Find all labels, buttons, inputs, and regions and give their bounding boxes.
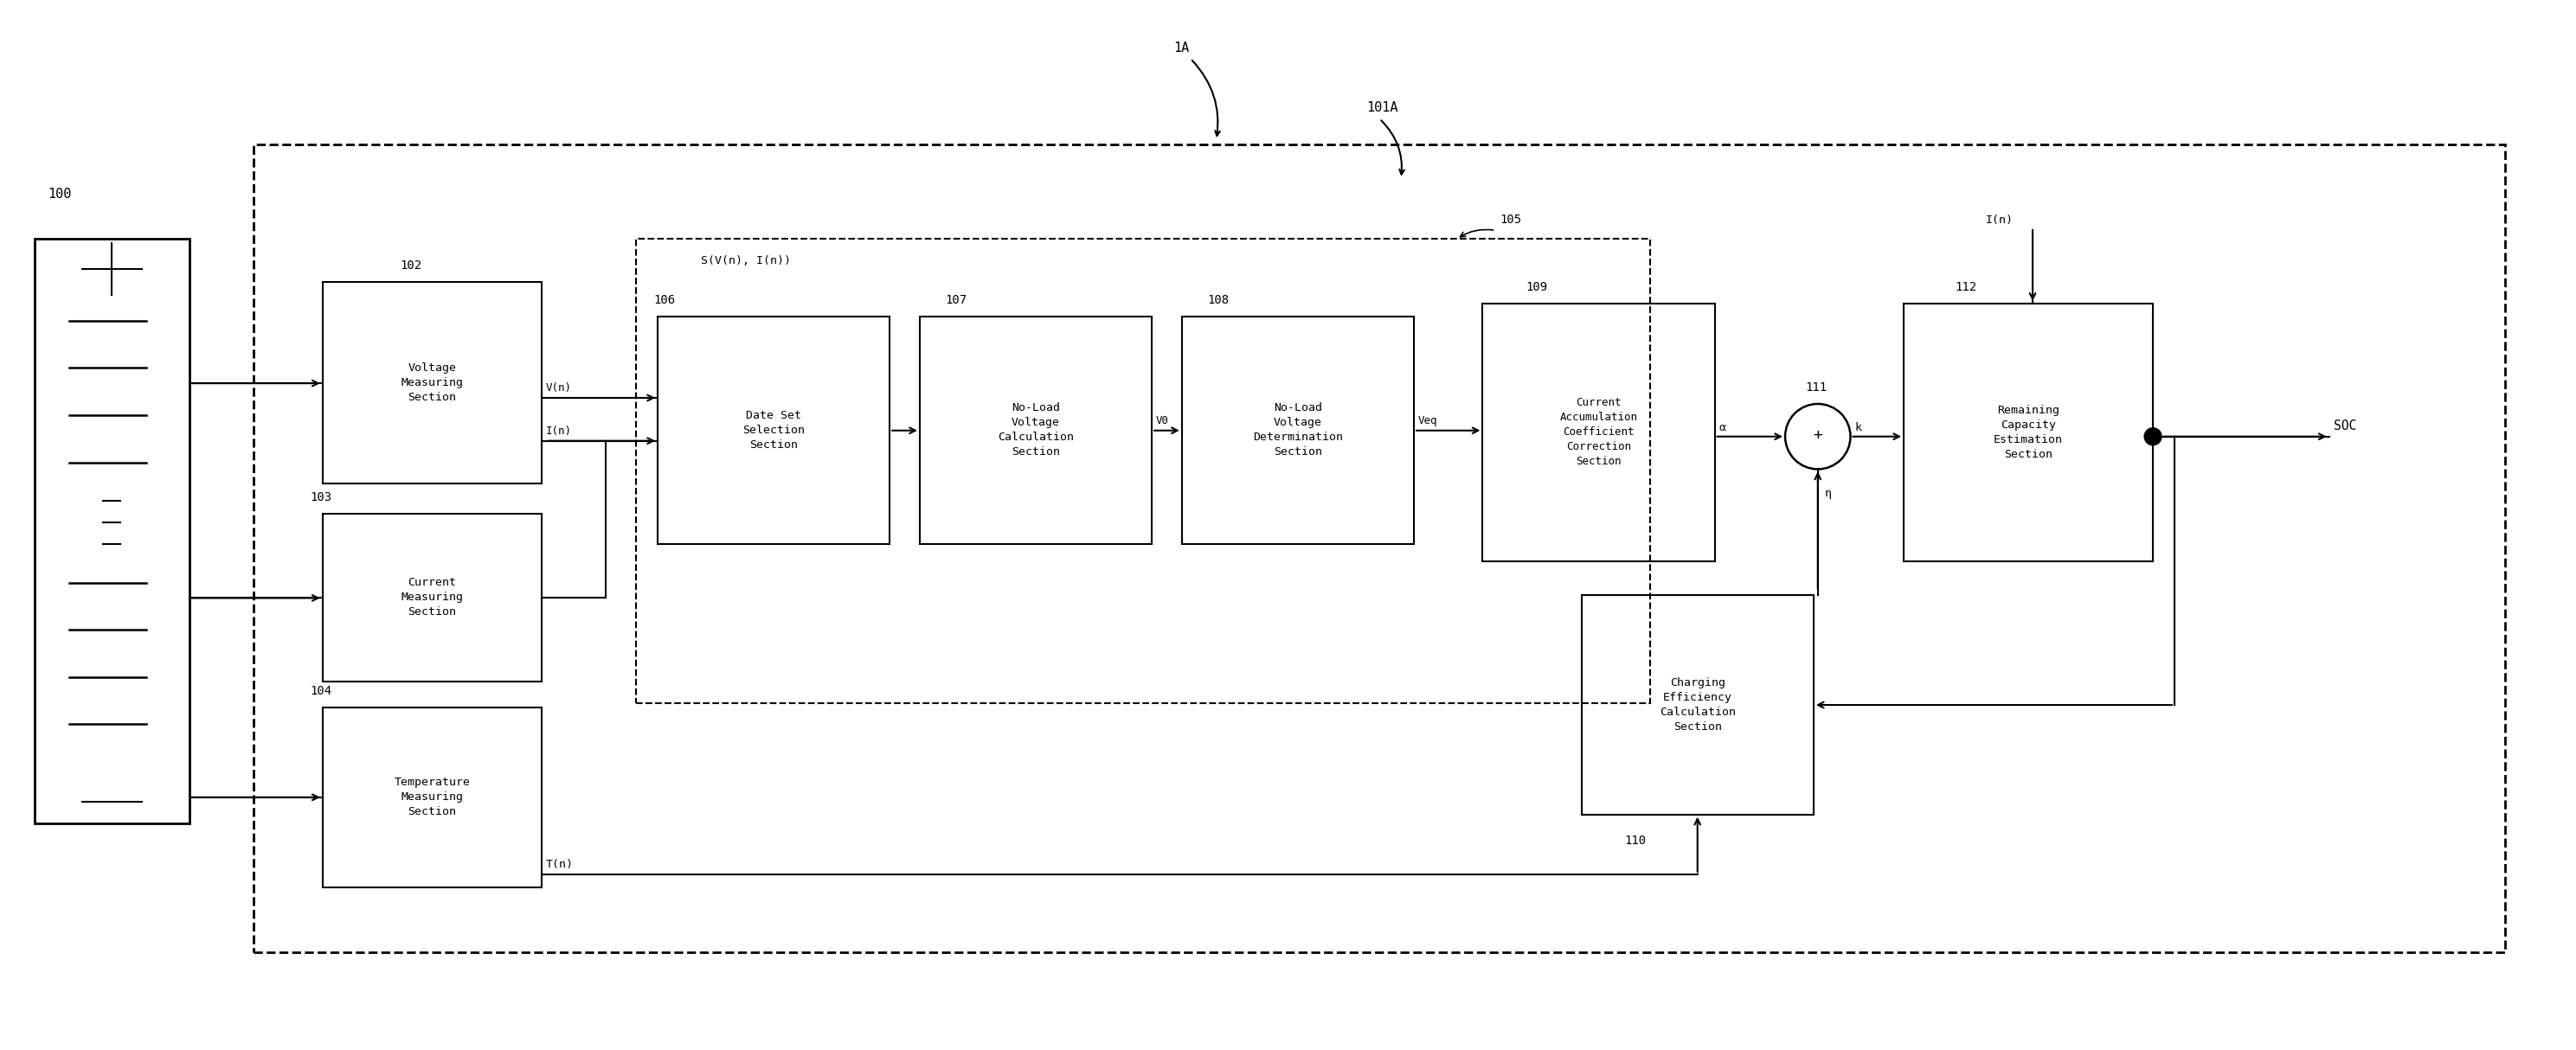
- Bar: [1582, 595, 1814, 815]
- Circle shape: [2143, 428, 2161, 445]
- Text: No-Load
Voltage
Determination
Section: No-Load Voltage Determination Section: [1252, 402, 1342, 458]
- Bar: [657, 316, 889, 544]
- Text: Voltage
Measuring
Section: Voltage Measuring Section: [402, 362, 464, 403]
- Text: 102: 102: [399, 259, 422, 272]
- Text: I(n): I(n): [546, 425, 572, 437]
- Text: k: k: [1855, 422, 1862, 433]
- Text: Charging
Efficiency
Calculation
Section: Charging Efficiency Calculation Section: [1659, 677, 1736, 733]
- Text: Veq: Veq: [1419, 415, 1437, 426]
- Bar: [1484, 303, 1716, 561]
- Bar: [322, 281, 541, 484]
- Bar: [255, 145, 2506, 952]
- Bar: [920, 316, 1151, 544]
- Text: 1A: 1A: [1172, 41, 1190, 55]
- Text: 106: 106: [654, 294, 675, 306]
- Text: 105: 105: [1499, 214, 1522, 226]
- Text: Temperature
Measuring
Section: Temperature Measuring Section: [394, 777, 471, 818]
- Text: S(V(n), I(n)): S(V(n), I(n)): [701, 255, 791, 267]
- Text: 100: 100: [46, 187, 72, 201]
- Bar: [33, 239, 188, 823]
- Text: Date Set
Selection
Section: Date Set Selection Section: [742, 410, 804, 450]
- Text: α: α: [1718, 422, 1726, 433]
- Bar: [322, 707, 541, 887]
- Text: Current
Accumulation
Coefficient
Correction
Section: Current Accumulation Coefficient Correct…: [1558, 397, 1638, 467]
- Bar: [1904, 303, 2154, 561]
- Text: Current
Measuring
Section: Current Measuring Section: [402, 578, 464, 617]
- Text: 112: 112: [1955, 281, 1976, 293]
- Text: 107: 107: [945, 294, 966, 306]
- Text: I(n): I(n): [1986, 215, 2012, 226]
- Text: 110: 110: [1625, 835, 1646, 847]
- Text: Remaining
Capacity
Estimation
Section: Remaining Capacity Estimation Section: [1994, 404, 2063, 460]
- Text: 111: 111: [1806, 381, 1826, 394]
- Text: T(n): T(n): [546, 859, 574, 870]
- Text: 103: 103: [309, 491, 332, 504]
- Text: SOC: SOC: [2334, 419, 2357, 433]
- Text: 108: 108: [1208, 294, 1229, 306]
- Text: No-Load
Voltage
Calculation
Section: No-Load Voltage Calculation Section: [997, 402, 1074, 458]
- Bar: [322, 513, 541, 681]
- Text: V(n): V(n): [546, 382, 572, 394]
- Text: η: η: [1824, 488, 1832, 499]
- Bar: [1182, 316, 1414, 544]
- Text: 104: 104: [309, 685, 332, 697]
- Bar: [636, 239, 1651, 702]
- Text: +: +: [1814, 427, 1821, 443]
- Text: V0: V0: [1157, 415, 1170, 426]
- Text: 109: 109: [1525, 281, 1548, 293]
- Text: 101A: 101A: [1368, 102, 1399, 114]
